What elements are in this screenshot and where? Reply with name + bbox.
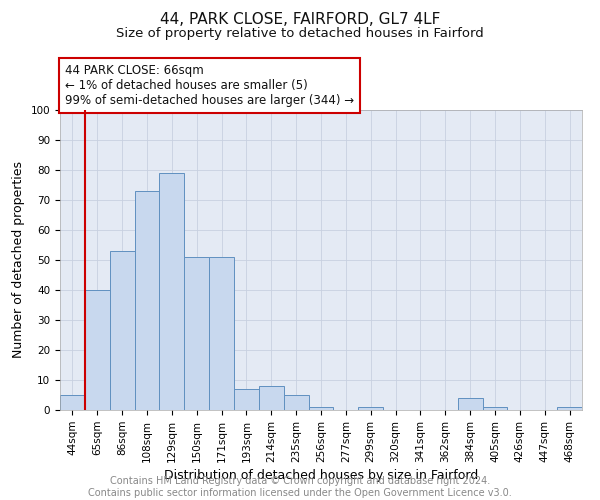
- Bar: [284, 395, 308, 410]
- Bar: [308, 407, 334, 410]
- Bar: [160, 173, 184, 410]
- X-axis label: Distribution of detached houses by size in Fairford: Distribution of detached houses by size …: [164, 469, 478, 482]
- Bar: [110, 251, 134, 410]
- Text: 44 PARK CLOSE: 66sqm
← 1% of detached houses are smaller (5)
99% of semi-detache: 44 PARK CLOSE: 66sqm ← 1% of detached ho…: [65, 64, 355, 107]
- Text: Size of property relative to detached houses in Fairford: Size of property relative to detached ho…: [116, 28, 484, 40]
- Bar: [209, 257, 234, 410]
- Text: Contains HM Land Registry data © Crown copyright and database right 2024.
Contai: Contains HM Land Registry data © Crown c…: [88, 476, 512, 498]
- Bar: [458, 398, 482, 410]
- Bar: [557, 407, 582, 410]
- Y-axis label: Number of detached properties: Number of detached properties: [12, 162, 25, 358]
- Bar: [134, 191, 160, 410]
- Bar: [184, 257, 209, 410]
- Bar: [358, 407, 383, 410]
- Bar: [60, 395, 85, 410]
- Bar: [482, 407, 508, 410]
- Text: 44, PARK CLOSE, FAIRFORD, GL7 4LF: 44, PARK CLOSE, FAIRFORD, GL7 4LF: [160, 12, 440, 28]
- Bar: [85, 290, 110, 410]
- Bar: [259, 386, 284, 410]
- Bar: [234, 389, 259, 410]
